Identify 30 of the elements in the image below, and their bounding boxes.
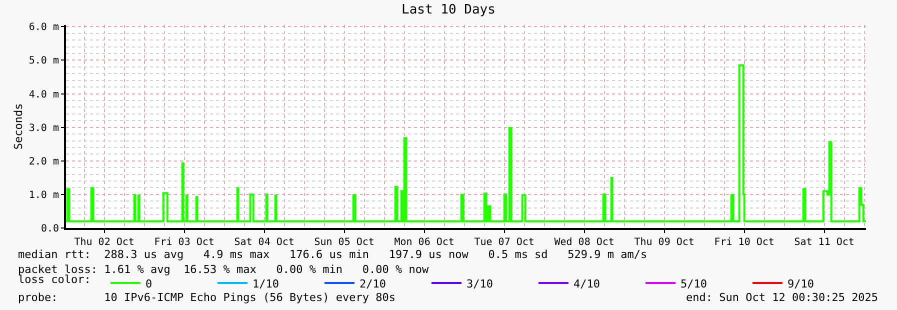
y-tick-label: 1.0 m <box>28 190 59 201</box>
legend-label: 3/10 <box>466 277 493 290</box>
text: packet loss: 1.61 % avg 16.53 % max 0.00 % min 0.00 % now <box>18 263 429 276</box>
x-tick-label: Sat 11 Oct <box>794 237 854 248</box>
chart-title: Last 10 Days <box>402 2 496 18</box>
legend-label: 9/10 <box>787 277 814 290</box>
text: probe: 10 IPv6-ICMP Echo Pings (56 Bytes) every 80s <box>18 291 396 304</box>
y-tick-label: 0.0 <box>40 224 59 234</box>
legend-label: 0 <box>145 277 152 290</box>
x-tick-label: Fri 10 Oct <box>714 237 774 248</box>
x-tick-label: Sun 05 Oct <box>314 237 374 248</box>
x-tick-label: Mon 06 Oct <box>394 237 454 248</box>
legend-label: 4/10 <box>573 277 600 290</box>
text: median rtt: 288.3 us avg 4.9 ms max 176.6 us min 197.9 us now 0.5 ms sd 529.9 m am/s <box>18 248 648 261</box>
y-axis-title: Seconds <box>12 103 26 150</box>
x-tick-label: Thu 02 Oct <box>74 237 134 248</box>
x-tick-label: Sat 04 Oct <box>234 237 294 248</box>
legend-label: 1/10 <box>252 277 279 290</box>
legend-label: 2/10 <box>359 277 386 290</box>
x-tick-label: Fri 03 Oct <box>154 237 214 248</box>
x-tick-label: Tue 07 Oct <box>474 237 534 248</box>
y-tick-label: 3.0 m <box>28 122 59 134</box>
y-tick-label: 4.0 m <box>28 89 59 100</box>
x-tick-label: Thu 09 Oct <box>634 237 694 248</box>
y-tick-label: 2.0 m <box>28 156 59 168</box>
legend-label: 5/10 <box>680 277 707 290</box>
y-tick-label: 5.0 m <box>28 56 59 67</box>
text: end: Sun Oct 12 00:30:25 2025 <box>686 291 878 304</box>
x-tick-label: Wed 08 Oct <box>554 237 614 248</box>
y-tick-label: 6.0 m <box>28 22 59 34</box>
